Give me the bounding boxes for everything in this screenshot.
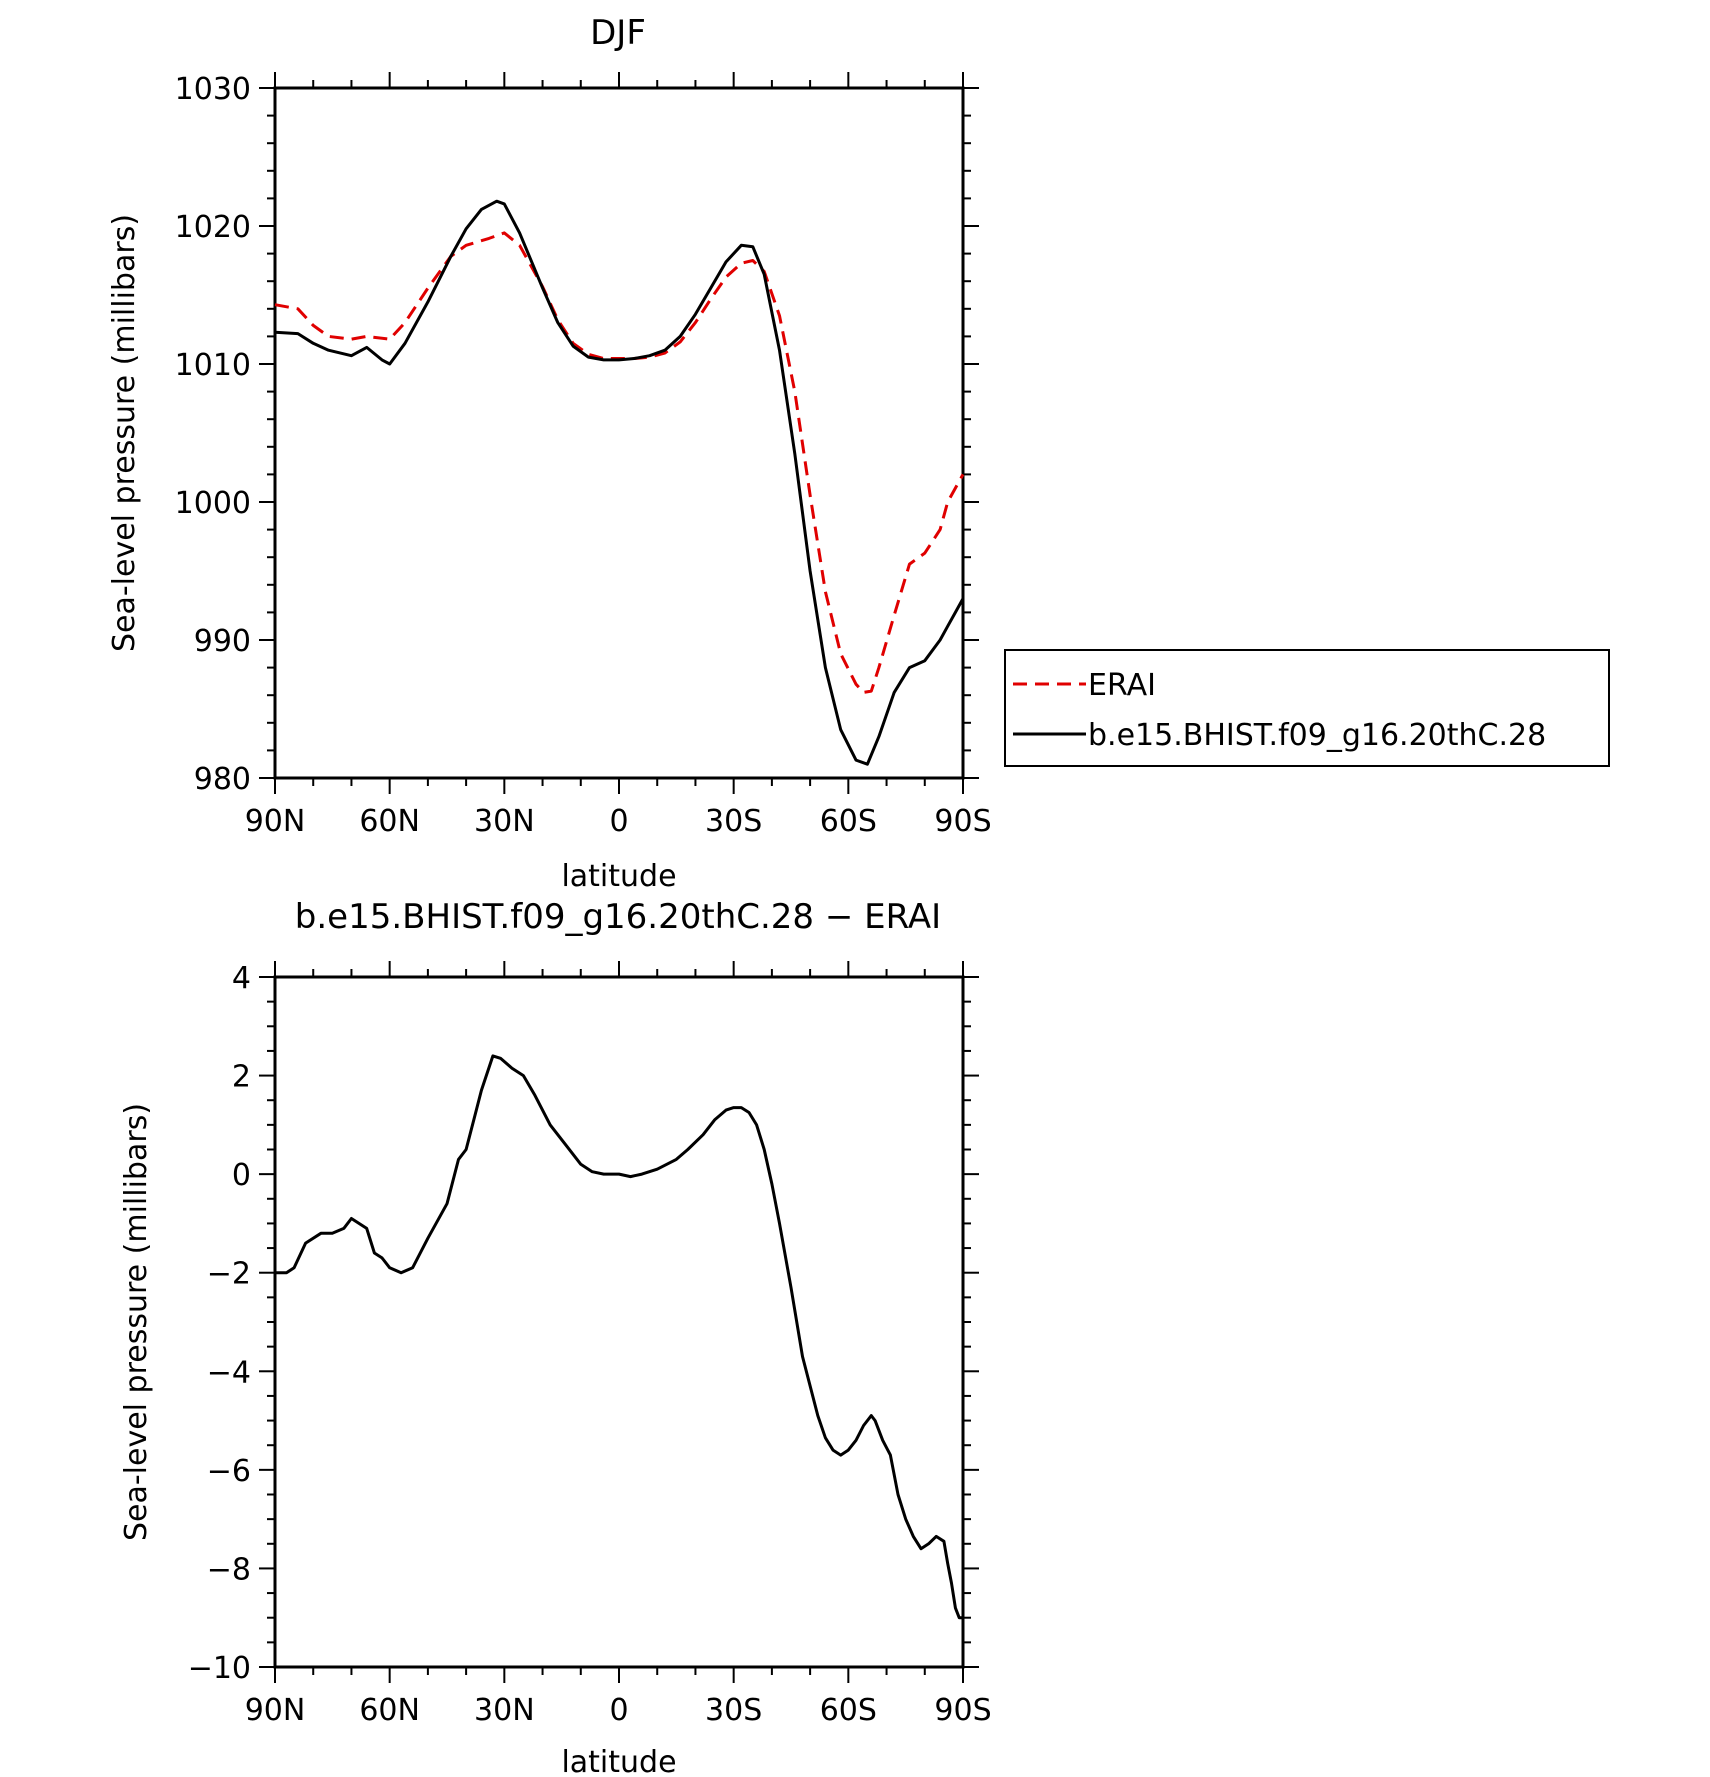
top-y-tick-labels: 980 990 1000 1010 1020 1030 xyxy=(175,72,251,797)
series-line-0-1 xyxy=(274,199,965,766)
legend-label-erai: ERAI xyxy=(1088,668,1156,703)
bottom-y-axis-label: Sea-level pressure (millibars) xyxy=(119,1103,154,1541)
bottom-chart-panel: b.e15.BHIST.f09_g16.20thC.28 − ERAI −10−… xyxy=(119,897,992,1777)
y-tick-label: 1030 xyxy=(175,72,251,107)
y-tick-label: −4 xyxy=(207,1355,251,1390)
x-tick-label: 60N xyxy=(359,1693,420,1728)
x-tick-label: 60N xyxy=(359,804,420,839)
y-tick-label: 980 xyxy=(194,762,251,797)
x-tick-label: 30N xyxy=(474,1693,535,1728)
x-tick-label: 90S xyxy=(934,1693,991,1728)
y-tick-label: 4 xyxy=(232,961,251,996)
x-tick-label: 90S xyxy=(934,804,991,839)
y-tick-label: −6 xyxy=(207,1454,251,1489)
x-tick-label: 60S xyxy=(820,804,877,839)
x-tick-label: 90N xyxy=(245,1693,306,1728)
y-tick-label: 2 xyxy=(232,1060,251,1095)
x-tick-label: 30S xyxy=(705,1693,762,1728)
top-x-tick-labels: 90N 60N 30N 0 30S 60S 90S xyxy=(245,804,992,839)
y-tick-label: 0 xyxy=(232,1158,251,1193)
top-chart-panel: DJF 980 990 1000 1010 1020 1030 90N 60N 30N 0 30S… xyxy=(107,13,1610,894)
top-series-lines xyxy=(274,199,965,766)
bottom-chart-title: b.e15.BHIST.f09_g16.20thC.28 − ERAI xyxy=(295,897,941,937)
bottom-x-tick-labels: 90N 60N 30N 0 30S 60S 90S xyxy=(245,1693,992,1728)
x-tick-label: 0 xyxy=(609,1693,628,1728)
series-line-1-0 xyxy=(275,1054,963,1620)
x-tick-label: 0 xyxy=(609,804,628,839)
y-tick-label: −8 xyxy=(207,1552,251,1587)
legend-box xyxy=(1004,649,1610,767)
x-tick-label: 30N xyxy=(474,804,535,839)
y-tick-label: −2 xyxy=(207,1257,251,1292)
legend-label-model: b.e15.BHIST.f09_g16.20thC.28 xyxy=(1088,718,1546,753)
top-y-axis-label: Sea-level pressure (millibars) xyxy=(107,214,142,652)
y-tick-label: 1010 xyxy=(175,348,251,383)
bottom-series-lines xyxy=(275,1054,963,1620)
top-chart-title: DJF xyxy=(590,13,646,53)
x-tick-label: 90N xyxy=(245,804,306,839)
legend: ERAI b.e15.BHIST.f09_g16.20thC.28 xyxy=(1004,649,1610,767)
series-line-0-0 xyxy=(274,231,965,694)
y-tick-label: 1020 xyxy=(175,210,251,245)
bottom-x-axis-label: latitude xyxy=(561,1745,676,1777)
top-x-axis-label: latitude xyxy=(561,859,676,894)
y-tick-label: −10 xyxy=(188,1651,251,1686)
y-tick-label: 990 xyxy=(194,624,251,659)
bottom-axis-ticks xyxy=(259,961,979,1683)
x-tick-label: 30S xyxy=(705,804,762,839)
top-axis-ticks xyxy=(259,72,979,794)
y-tick-label: 1000 xyxy=(175,486,251,521)
x-tick-label: 60S xyxy=(820,1693,877,1728)
bottom-y-tick-labels: −10 −8 −6 −4 −2 0 2 4 xyxy=(188,961,251,1686)
